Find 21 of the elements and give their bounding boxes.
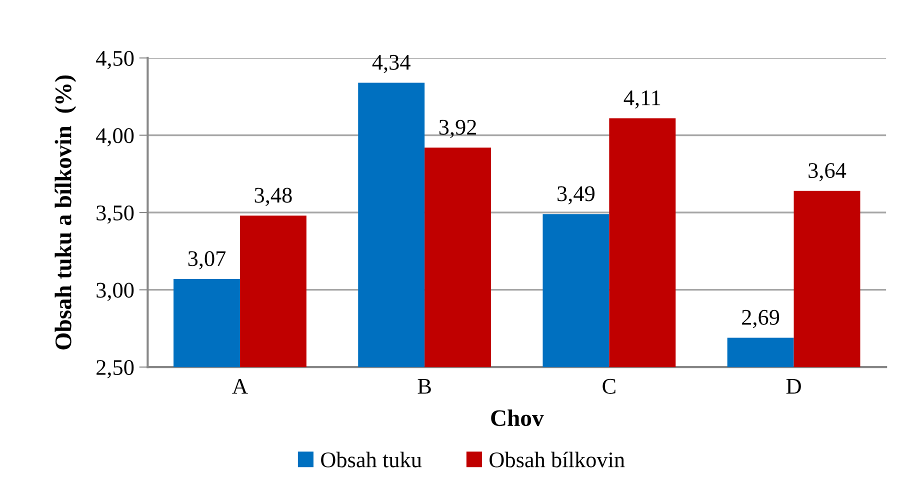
data-label: 3,07 — [188, 251, 226, 270]
y-tick-label: 2,50 — [96, 360, 134, 378]
data-label: 2,69 — [742, 310, 780, 328]
x-axis-title: Chov — [491, 409, 544, 426]
y-tick-label: 3,00 — [96, 282, 134, 301]
y-tick-label: 4,50 — [96, 50, 134, 70]
x-tick-label: A — [232, 378, 248, 394]
legend-label: Obsah bílkovin — [490, 452, 625, 468]
y-tick-label: 4,00 — [96, 128, 134, 146]
y-tick-label: 3,50 — [96, 205, 134, 224]
y-axis-title: Obsah tuku a bílkovin (%) — [54, 75, 76, 350]
data-label: 3,49 — [558, 186, 594, 204]
x-tick-label: C — [602, 378, 616, 394]
data-label: 4,34 — [372, 54, 410, 74]
x-tick-label: B — [418, 379, 431, 394]
x-tick-label: D — [786, 379, 801, 394]
data-label: 3,64 — [808, 163, 846, 182]
data-label: 4,11 — [624, 90, 660, 109]
data-label: 3,48 — [254, 188, 292, 206]
data-label: 3,92 — [439, 120, 476, 138]
legend-label: Obsah tuku — [321, 452, 422, 468]
